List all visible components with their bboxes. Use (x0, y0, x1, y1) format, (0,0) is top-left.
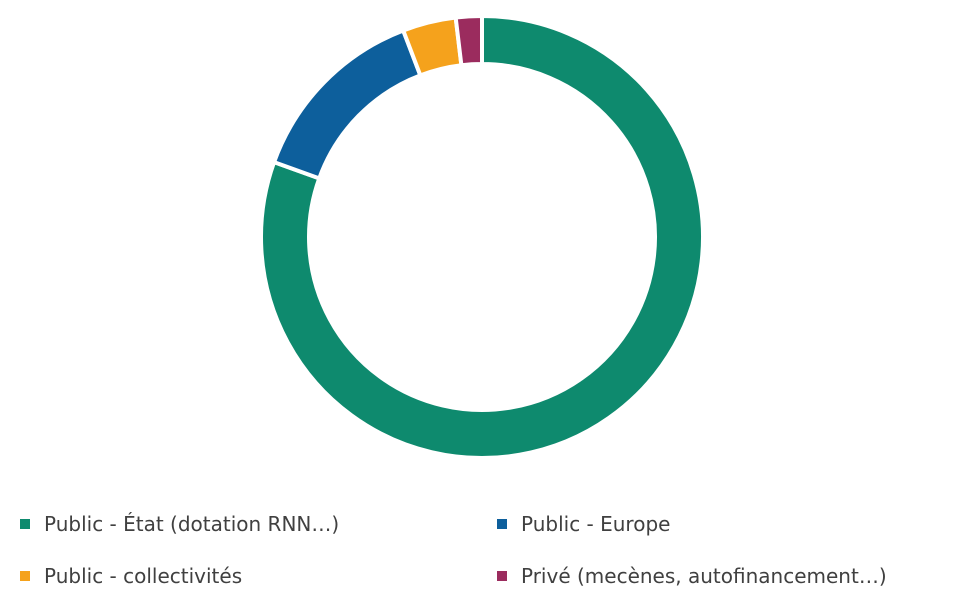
legend-item-prive[interactable]: Privé (mecènes, autofinancement…) (497, 564, 887, 588)
legend-item-public-etat[interactable]: Public - État (dotation RNN…) (20, 512, 339, 536)
legend-item-public-europe[interactable]: Public - Europe (497, 512, 670, 536)
legend-label: Public - Europe (521, 512, 671, 536)
donut-chart-plot (259, 14, 705, 460)
legend-label: Privé (mecènes, autofinancement…) (521, 564, 887, 588)
legend-label: Public - collectivités (44, 564, 243, 588)
legend-swatch-icon (497, 571, 507, 581)
legend-item-public-collectivites[interactable]: Public - collectivités (20, 564, 242, 588)
legend-swatch-icon (497, 519, 507, 529)
legend-swatch-icon (20, 571, 30, 581)
legend-label: Public - État (dotation RNN…) (44, 512, 340, 536)
chart-legend: Public - État (dotation RNN…) Public - E… (0, 500, 960, 593)
donut-slice-1[interactable] (272, 28, 423, 181)
donut-slice-3[interactable] (453, 14, 484, 68)
legend-swatch-icon (20, 519, 30, 529)
donut-slice-0[interactable] (259, 14, 705, 460)
